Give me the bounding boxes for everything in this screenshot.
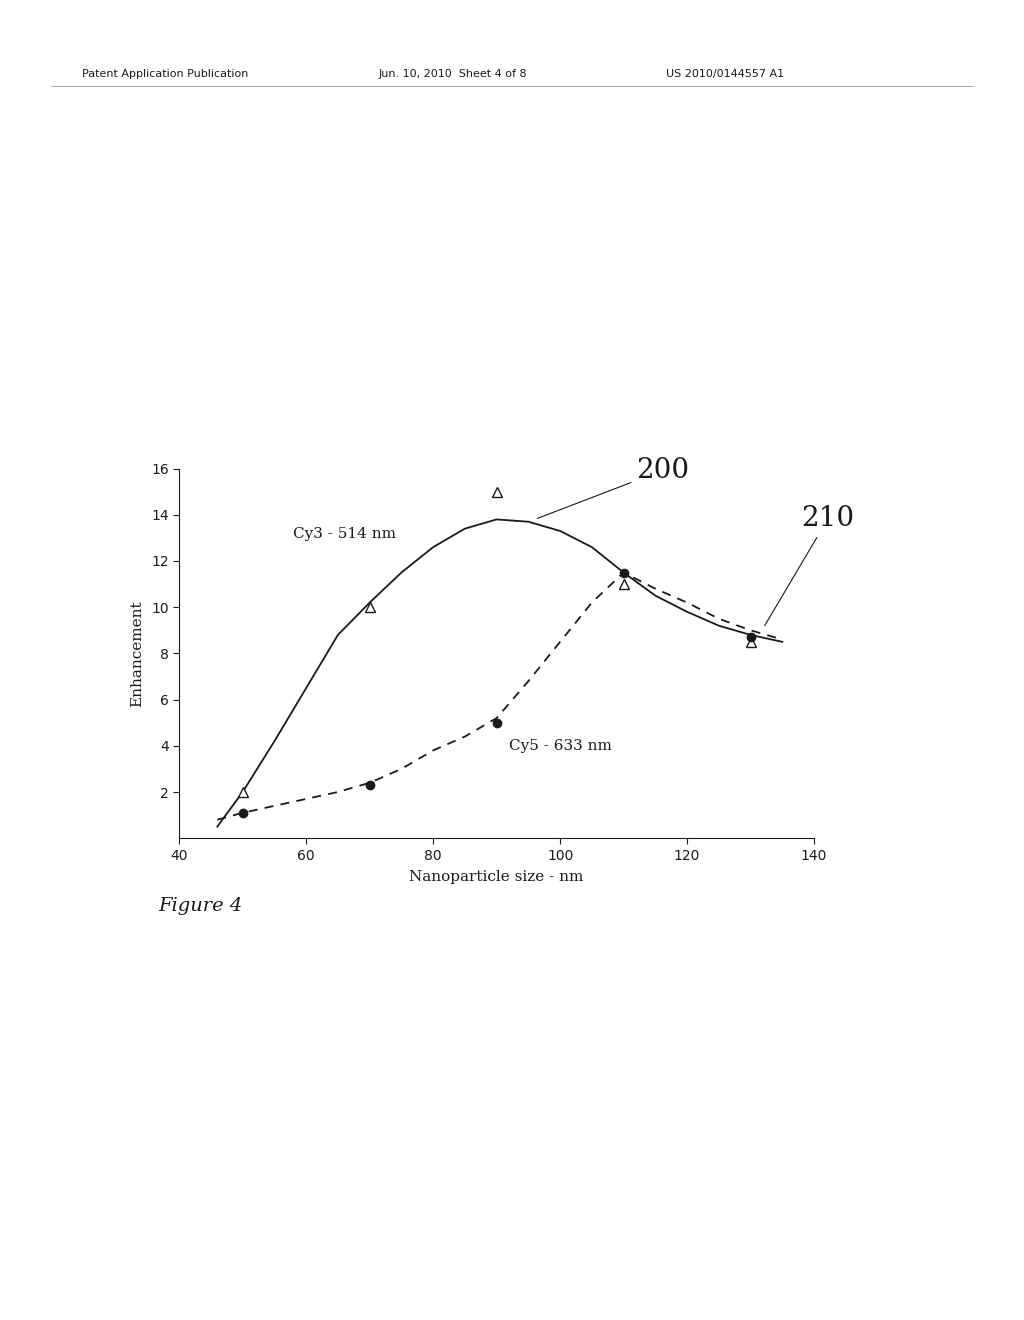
Text: 210: 210 bbox=[765, 506, 854, 626]
Text: Jun. 10, 2010  Sheet 4 of 8: Jun. 10, 2010 Sheet 4 of 8 bbox=[379, 69, 527, 79]
Text: Cy5 - 633 nm: Cy5 - 633 nm bbox=[509, 739, 612, 754]
Text: Figure 4: Figure 4 bbox=[159, 896, 243, 915]
Text: Patent Application Publication: Patent Application Publication bbox=[82, 69, 248, 79]
Text: US 2010/0144557 A1: US 2010/0144557 A1 bbox=[666, 69, 783, 79]
Y-axis label: Enhancement: Enhancement bbox=[130, 601, 144, 706]
Text: 200: 200 bbox=[538, 457, 689, 519]
X-axis label: Nanoparticle size - nm: Nanoparticle size - nm bbox=[410, 870, 584, 883]
Text: Cy3 - 514 nm: Cy3 - 514 nm bbox=[294, 527, 396, 541]
